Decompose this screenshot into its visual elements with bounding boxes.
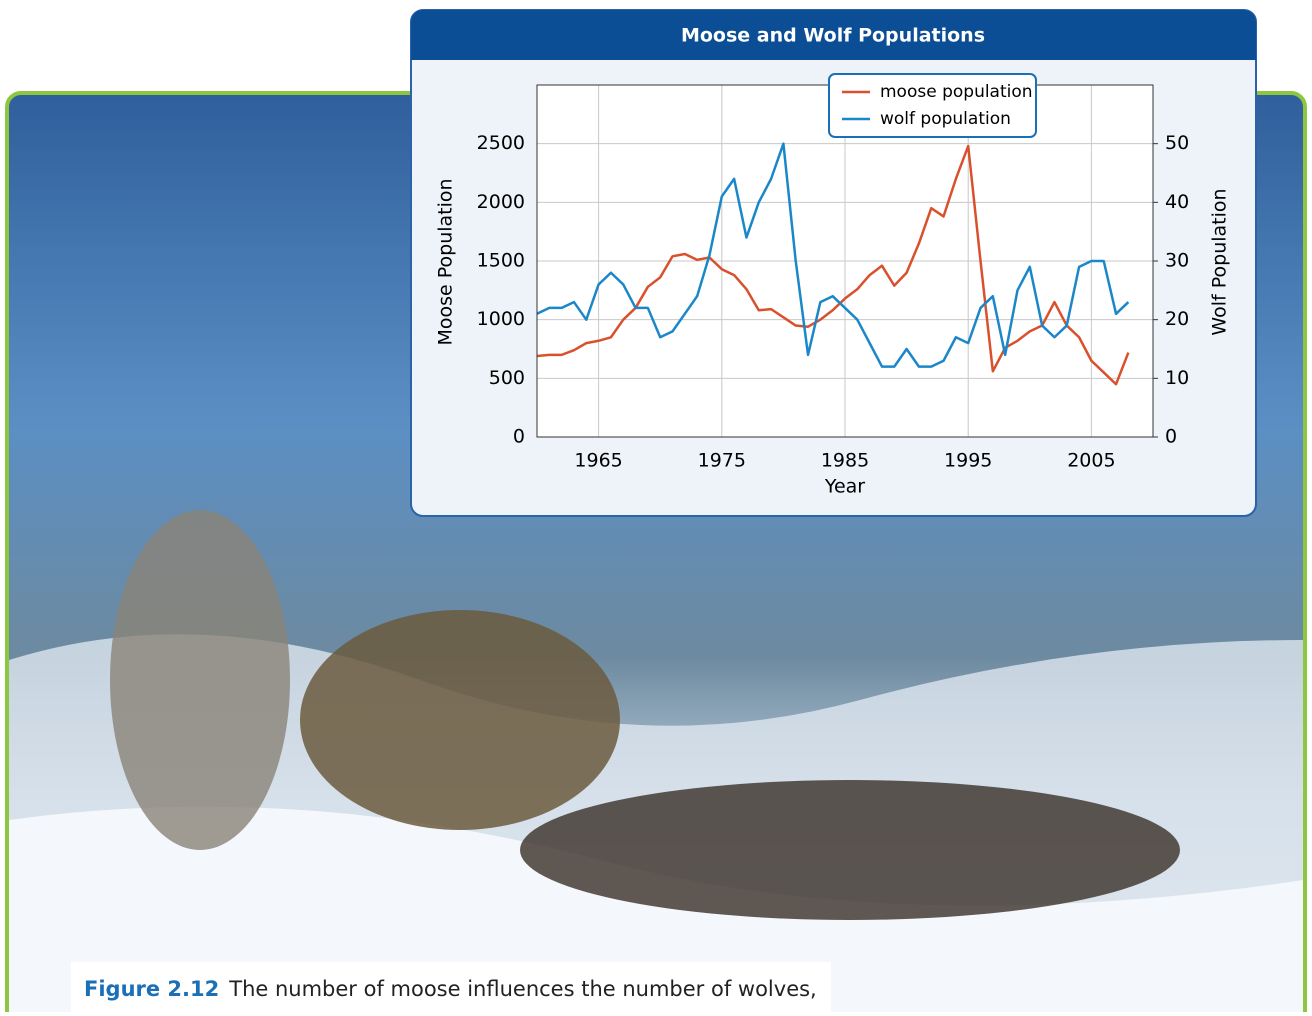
y2-tick-label: 10 (1165, 367, 1189, 389)
legend-box (828, 73, 1037, 138)
wolf-shape (110, 510, 290, 850)
caption-text: The number of moose influences the numbe… (228, 977, 816, 1001)
caption: Figure 2.12 The number of moose influence… (84, 977, 817, 1001)
x-tick-label: 1995 (944, 450, 992, 472)
legend-label: wolf population (880, 109, 1011, 129)
legend: moose population wolf population (828, 73, 1037, 138)
y2-tick-label: 20 (1165, 308, 1189, 330)
chart-header (411, 10, 1256, 60)
y-tick-label: 1000 (477, 308, 525, 330)
snow (9, 806, 1303, 1012)
legend-label: moose population (880, 82, 1033, 102)
x-tick-label: 1985 (821, 450, 869, 472)
series-line (536, 142, 1130, 368)
y2-tick-label: 50 (1165, 132, 1189, 154)
x-tick-label: 1975 (698, 450, 746, 472)
y-tick-label: 500 (489, 367, 525, 389)
y-tick-label: 1500 (477, 250, 525, 272)
y-tick-label: 0 (513, 426, 525, 448)
y-tick-label: 2500 (477, 132, 525, 154)
x-axis-label: Year (824, 476, 865, 498)
y2-tick-label: 40 (1165, 191, 1189, 213)
wolf-shape (300, 610, 620, 830)
moose-carcass (520, 780, 1180, 920)
caption-box (71, 962, 831, 1016)
y2-tick-label: 30 (1165, 250, 1189, 272)
figure-label: Figure 2.12 (84, 977, 219, 1001)
y2-tick-label: 0 (1165, 426, 1177, 448)
x-tick-label: 1965 (574, 450, 622, 472)
y2-axis-label: Wolf Population (1209, 188, 1231, 335)
chart-title: Moose and Wolf Populations (681, 25, 985, 47)
y-axis-label: Moose Population (435, 178, 457, 345)
x-tick-label: 2005 (1067, 450, 1115, 472)
y-tick-label: 2000 (477, 191, 525, 213)
